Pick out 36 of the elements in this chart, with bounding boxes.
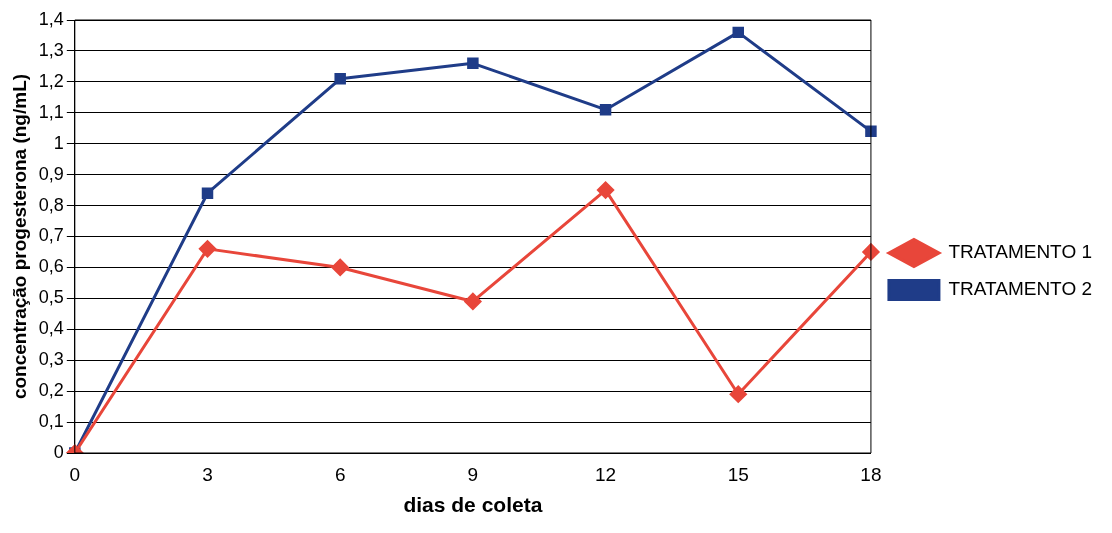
x-tick-label: 3 bbox=[202, 463, 213, 485]
point bbox=[732, 26, 744, 39]
point bbox=[597, 181, 615, 199]
legend-label: TRATAMENTO 1 bbox=[948, 241, 1093, 263]
legend-label: TRATAMENTO 2 bbox=[948, 278, 1093, 300]
y-tick-label: 0,8 bbox=[38, 194, 64, 215]
y-tick-label: 0,2 bbox=[38, 380, 64, 401]
y-tick-label: 0 bbox=[53, 441, 64, 462]
x-tick-label: 0 bbox=[69, 463, 81, 485]
y-tick-label: 0,7 bbox=[38, 225, 64, 246]
point bbox=[599, 103, 612, 116]
x-tick-label: 6 bbox=[334, 463, 346, 485]
x-tick-label: 15 bbox=[727, 463, 749, 485]
y-tick-label: 0,6 bbox=[38, 256, 64, 277]
y-tick-label: 0,4 bbox=[38, 318, 64, 339]
y-axis-title: concentração progesterona (ng/mL) bbox=[8, 73, 30, 400]
y-tick-label: 1,3 bbox=[38, 39, 64, 60]
point bbox=[199, 240, 217, 258]
y-tick-label: 0,3 bbox=[38, 349, 64, 370]
x-tick-label: 9 bbox=[467, 463, 479, 485]
y-tick-label: 1,1 bbox=[38, 101, 64, 122]
point bbox=[334, 73, 346, 85]
y-tick-label: 1,4 bbox=[38, 8, 64, 29]
x-tick-label: 18 bbox=[860, 463, 882, 485]
point bbox=[729, 385, 747, 403]
y-tick-label: 0,9 bbox=[38, 163, 64, 184]
y-tick-label: 1 bbox=[53, 132, 64, 153]
x-tick-label: 12 bbox=[594, 463, 617, 485]
y-tick-label: 0,5 bbox=[38, 287, 64, 308]
y-tick-label: 1,2 bbox=[38, 70, 64, 91]
x-axis-title: dias de coleta bbox=[403, 493, 543, 517]
point bbox=[201, 187, 214, 199]
point bbox=[464, 292, 482, 310]
y-tick-label: 0,1 bbox=[38, 411, 64, 432]
point bbox=[467, 57, 479, 70]
point bbox=[331, 258, 349, 276]
